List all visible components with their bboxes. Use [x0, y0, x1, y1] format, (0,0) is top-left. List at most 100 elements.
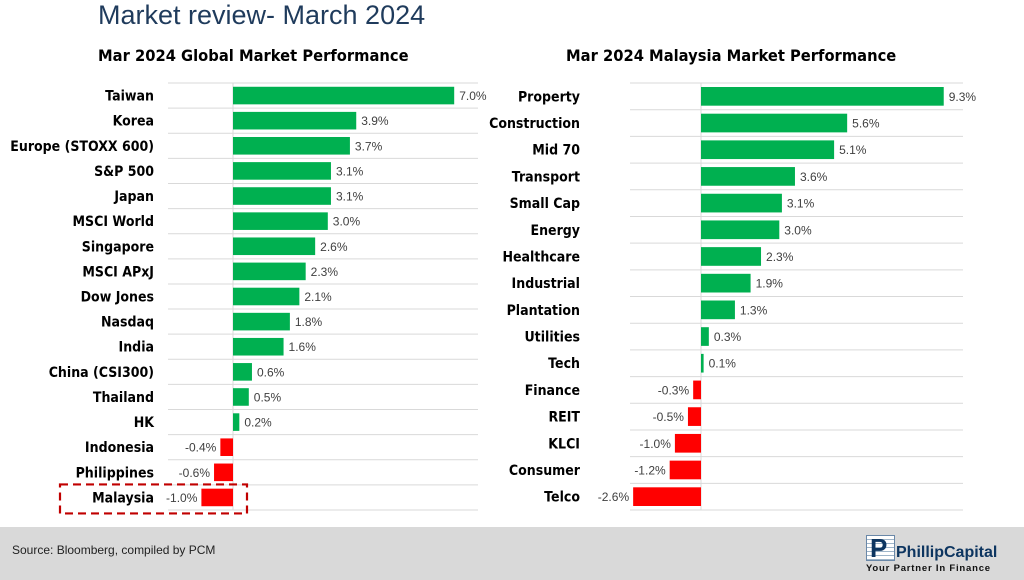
data-label: 3.1%	[336, 190, 364, 204]
category-label: Mid 70	[532, 143, 580, 159]
phillipcapital-logo: P PhillipCapital Your Partner In Finance	[866, 533, 1016, 577]
bar-s-p-500	[233, 162, 331, 180]
data-label: 0.3%	[714, 330, 742, 344]
bar-mid-70	[701, 140, 835, 160]
logo-name: PhillipCapital	[896, 544, 998, 561]
category-label: China (CSI300)	[49, 365, 154, 381]
data-label: -1.0%	[640, 437, 672, 451]
category-label: Dow Jones	[81, 290, 154, 306]
bar-tech	[701, 353, 704, 373]
bar-thailand	[233, 388, 249, 406]
bar-taiwan	[233, 86, 455, 105]
data-label: 3.0%	[784, 223, 812, 237]
global-chart-title: Mar 2024 Global Market Performance	[98, 46, 409, 65]
category-label: S&P 500	[94, 164, 154, 180]
bar-philippines	[214, 463, 233, 482]
bar-small-cap	[701, 193, 782, 213]
source-note: Source: Bloomberg, compiled by PCM	[12, 543, 216, 557]
category-label: Philippines	[76, 466, 154, 482]
category-label: Tech	[548, 357, 580, 373]
bar-charts: Taiwan 7.0% Korea 3.9% Europe (STOXX 600) 3.7…	[10, 82, 977, 515]
bar-europe-stoxx-600-	[233, 137, 350, 155]
data-label: 2.3%	[766, 250, 794, 264]
data-label: 9.3%	[949, 90, 977, 104]
data-label: 0.6%	[257, 365, 285, 379]
category-label: MSCI APxJ	[82, 265, 154, 281]
data-label: 5.6%	[852, 117, 880, 131]
bar-korea	[233, 111, 357, 130]
category-label: Taiwan	[105, 89, 154, 105]
category-label: HK	[134, 416, 155, 432]
bar-klci	[674, 433, 701, 453]
category-label: Malaysia	[92, 491, 154, 507]
bar-construction	[701, 113, 848, 133]
data-label: 3.6%	[800, 170, 828, 184]
highlight-box	[58, 483, 249, 515]
category-label: MSCI World	[73, 215, 154, 231]
data-label: 2.1%	[304, 290, 332, 304]
category-label: Utilities	[524, 330, 580, 346]
category-label: Consumer	[509, 463, 581, 479]
category-label: Singapore	[82, 240, 154, 256]
bar-hk	[233, 413, 240, 431]
category-label: Indonesia	[85, 441, 154, 457]
category-label: Small Cap	[510, 197, 580, 213]
bar-india	[233, 337, 284, 356]
bar-healthcare	[701, 247, 762, 266]
data-label: 2.3%	[311, 265, 339, 279]
bar-transport	[701, 167, 795, 186]
bar-msci-world	[233, 212, 328, 230]
data-label: -1.2%	[634, 463, 666, 477]
bar-property	[701, 87, 944, 106]
data-label: 1.6%	[289, 340, 317, 354]
data-label: 3.1%	[336, 164, 364, 178]
bar-msci-apxj	[233, 262, 306, 281]
category-label: Plantation	[507, 303, 580, 319]
data-label: 3.7%	[355, 139, 383, 153]
category-label: REIT	[548, 410, 580, 426]
data-label: -2.6%	[598, 490, 630, 504]
category-label: Construction	[489, 116, 580, 132]
bar-singapore	[233, 237, 316, 256]
data-label: 3.0%	[333, 215, 361, 229]
page-title: Market review- March 2024	[98, 0, 426, 30]
data-label: -0.6%	[179, 466, 211, 480]
bar-malaysia	[201, 488, 233, 507]
data-label: 1.9%	[756, 277, 784, 291]
category-label: India	[119, 340, 154, 356]
data-label: -0.4%	[185, 441, 217, 455]
data-label: 0.1%	[709, 357, 737, 371]
data-label: 0.5%	[254, 390, 282, 404]
bar-reit	[687, 407, 701, 426]
category-label: Finance	[525, 383, 580, 399]
data-label: -0.3%	[658, 383, 690, 397]
category-label: KLCI	[548, 437, 580, 453]
malaysia-chart-title: Mar 2024 Malaysia Market Performance	[566, 46, 897, 65]
category-label: Healthcare	[502, 250, 580, 266]
data-label: -1.0%	[166, 491, 198, 505]
data-label: 5.1%	[839, 143, 867, 157]
category-label: Nasdaq	[101, 315, 154, 331]
data-label: 7.0%	[459, 89, 487, 103]
category-label: Energy	[531, 223, 581, 239]
category-label: Korea	[113, 114, 154, 130]
category-label: Thailand	[93, 390, 154, 406]
data-label: 2.6%	[320, 240, 348, 254]
bar-nasdaq	[233, 312, 290, 331]
bar-japan	[233, 187, 331, 205]
category-label: Europe (STOXX 600)	[10, 139, 154, 155]
bar-utilities	[701, 327, 709, 346]
category-label: Transport	[512, 170, 581, 186]
logo-mark-icon: P	[866, 533, 895, 563]
logo-tagline: Your Partner In Finance	[866, 563, 991, 574]
data-label: 1.3%	[740, 303, 768, 317]
bar-finance	[693, 380, 701, 400]
bar-telco	[633, 487, 701, 506]
data-label: 3.9%	[361, 114, 389, 128]
category-label: Telco	[544, 490, 580, 506]
data-label: 3.1%	[787, 197, 815, 211]
category-label: Japan	[113, 189, 154, 205]
bar-indonesia	[220, 438, 233, 456]
footer: Source: Bloomberg, compiled by PCM P Phi…	[0, 527, 1024, 580]
bar-energy	[701, 220, 780, 240]
